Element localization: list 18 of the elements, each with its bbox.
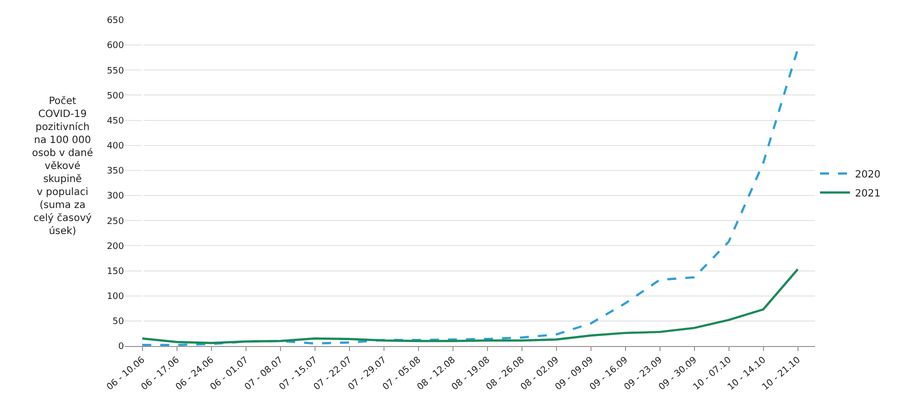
y-tick-label: 400 xyxy=(106,142,124,152)
y-tick-label: 300 xyxy=(106,192,124,202)
y-tick-label: 150 xyxy=(106,266,124,277)
y-tick-label: 650 xyxy=(106,16,124,26)
y-tick-label: 450 xyxy=(106,116,124,126)
y-tick-label: 50 xyxy=(112,317,124,328)
legend-label: 2021 xyxy=(855,188,880,200)
legend-label: 2020 xyxy=(855,169,880,180)
y-tick-label: 0 xyxy=(118,342,124,352)
y-tick-label: 200 xyxy=(106,242,124,252)
y-tick-label: 100 xyxy=(106,292,124,302)
y-tick-label: 250 xyxy=(106,216,124,227)
text: Počet COVID-19 pozitivních na 100 000 osob v dané věkové skupině v populaci (suma za celý časový úsek) xyxy=(32,96,94,237)
line-series xyxy=(141,268,799,344)
y-tick-label: 550 xyxy=(106,66,124,76)
y-tick-label: 350 xyxy=(106,166,124,177)
y-tick-label: 600 xyxy=(106,41,124,52)
y-tick-label: 500 xyxy=(106,91,124,102)
